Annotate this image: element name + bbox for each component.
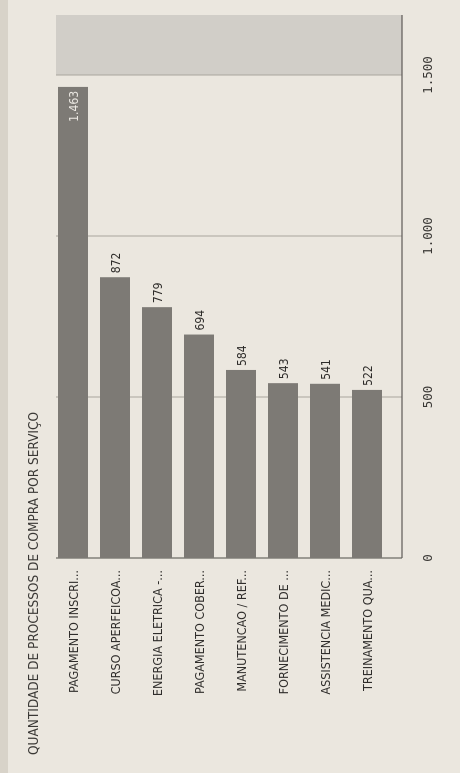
bar	[268, 383, 298, 558]
tick-label: 500	[420, 386, 435, 409]
bar	[184, 334, 214, 558]
bar	[310, 383, 340, 558]
category-label: CURSO APERFEICOA...	[108, 570, 123, 694]
data-label: 1.463	[67, 91, 81, 122]
data-label: 779	[151, 282, 165, 303]
category-label: FORNECIMENTO DE ...	[276, 570, 291, 694]
bar	[58, 86, 88, 558]
tick-label: 0	[420, 554, 435, 562]
chart-title: QUANTIDADE DE PROCESSOS DE COMPRA POR SE…	[26, 412, 42, 755]
tick-label: 1.000	[420, 217, 435, 255]
bars	[58, 86, 382, 558]
bar	[226, 369, 256, 558]
value-labels: 1.463 872 779 694 584 543 541 522	[67, 91, 375, 386]
data-label: 543	[277, 359, 291, 380]
data-label: 522	[361, 365, 375, 386]
bar	[100, 277, 130, 558]
category-label: PAGAMENTO COBER...	[192, 570, 207, 694]
category-label: TREINAMENTO QUA...	[360, 570, 375, 692]
tick-label: 1.500	[420, 56, 435, 94]
axis-tick-labels: 0 500 1.000 1.500	[420, 56, 435, 562]
data-label: 872	[109, 253, 123, 274]
bar	[352, 389, 382, 558]
category-labels: PAGAMENTO INSCRI... CURSO APERFEICOA... EN…	[66, 570, 375, 696]
category-label: ENERGIA ELETRICA -...	[150, 570, 165, 696]
chart-title-group: QUANTIDADE DE PROCESSOS DE COMPRA POR SE…	[26, 412, 42, 755]
data-label: 584	[235, 345, 249, 366]
data-label: 694	[193, 310, 207, 331]
bar	[142, 307, 172, 558]
data-label: 541	[319, 359, 333, 380]
category-label: MANUTENCAO / REF...	[234, 570, 249, 692]
category-label: PAGAMENTO INSCRI...	[66, 570, 81, 693]
category-label: ASSISTENCIA MEDIC...	[318, 570, 333, 695]
paper-edge	[0, 0, 8, 773]
plot-shade	[56, 15, 402, 75]
